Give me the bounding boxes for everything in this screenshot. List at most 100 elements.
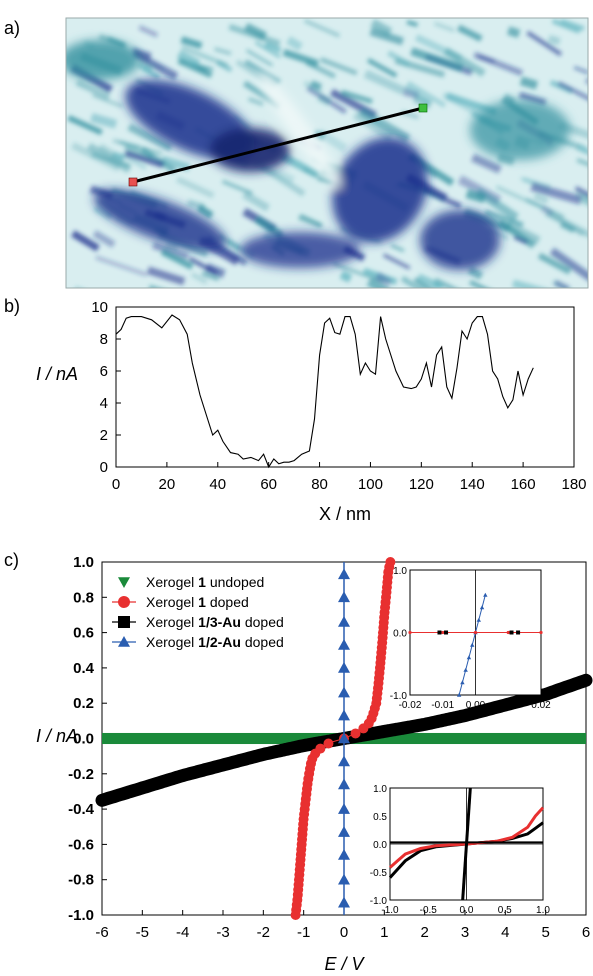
- texture-streak: [465, 189, 486, 204]
- texture-streak: [221, 179, 253, 196]
- texture-streak: [413, 277, 457, 288]
- inset-top-right: -0.02 -0.01 0.00 0.01 0.02 -1.0 0.0 1.0: [390, 566, 551, 711]
- profile-end-marker: [418, 103, 428, 113]
- panel-a-image: [65, 17, 589, 289]
- texture-streak: [244, 59, 282, 85]
- tick-group: -6 -5 -4 -3 -2 -1 0 1 2 3 4 5 6 -1.0 -0.8 -0.6 -0.4 -0.2 0…: [68, 554, 590, 941]
- y-tick-label: 0: [100, 459, 108, 476]
- texture-streak: [513, 235, 528, 245]
- image-dark-regions: [66, 40, 570, 270]
- texture-streak: [443, 47, 486, 77]
- legend-label: Xerogel 1/3-Au doped: [146, 614, 284, 630]
- dark-region: [210, 128, 290, 172]
- y-tick-label: 0.8: [73, 589, 94, 606]
- series-doped-point: [385, 557, 396, 567]
- x-tick-label: -3: [216, 924, 229, 941]
- texture-streak: [386, 50, 411, 68]
- texture-streak: [303, 18, 341, 38]
- dark-region: [66, 40, 140, 80]
- x-tick-label: -6: [95, 924, 108, 941]
- texture-streak: [264, 41, 282, 53]
- y-axis-title: I / nA: [36, 726, 78, 746]
- legend-label-post: doped: [206, 594, 249, 610]
- texture-streak: [406, 80, 447, 108]
- texture-streak: [176, 50, 201, 69]
- texture-streak: [369, 27, 404, 46]
- legend-marker: [118, 596, 130, 608]
- texture-streak: [214, 47, 232, 56]
- legend-label-bold: 1: [198, 594, 206, 610]
- series-1-2-au-point: [338, 638, 350, 650]
- x-tick-label: -5: [136, 924, 149, 941]
- inset-series-point: [509, 630, 514, 635]
- inset-x-tick-label: 0.01: [499, 700, 519, 711]
- inset-x-tick-label: 0.0: [460, 905, 474, 916]
- texture-streak: [165, 242, 179, 251]
- dark-region: [332, 137, 428, 243]
- texture-streak: [175, 176, 215, 199]
- inset-series-point: [479, 605, 485, 610]
- x-tick-label: 5: [541, 924, 549, 941]
- y-tick-label: 0.6: [73, 625, 94, 642]
- texture-streak: [127, 123, 173, 152]
- x-tick-label: 80: [311, 476, 328, 493]
- y-tick-label: 6: [100, 363, 108, 380]
- texture-streak: [573, 65, 588, 75]
- texture-streak: [504, 220, 541, 245]
- texture-streak: [204, 263, 226, 279]
- texture-streak: [67, 115, 103, 136]
- y-axis-title-text: I / nA: [36, 364, 78, 384]
- texture-streak: [75, 79, 111, 100]
- x-tick-label: 60: [260, 476, 277, 493]
- series-doped-point: [315, 743, 326, 754]
- texture-streak: [416, 273, 442, 288]
- series-line: [115, 314, 534, 469]
- texture-streak: [363, 69, 406, 95]
- texture-streak: [146, 266, 186, 286]
- y-tick-label: -0.8: [68, 872, 94, 889]
- inset-series-point: [437, 630, 442, 635]
- y-tick-label: 4: [100, 395, 108, 412]
- texture-streak: [370, 18, 393, 37]
- texture-streak: [95, 255, 148, 277]
- texture-streak: [112, 138, 140, 150]
- y-tick-label: 1.0: [73, 554, 94, 571]
- legend-label-pre: Xerogel: [146, 634, 198, 650]
- inset-x-tick-label: 0.00: [466, 700, 486, 711]
- image-border: [65, 17, 589, 289]
- texture-streak: [473, 51, 524, 76]
- inset-y-tick-label: -1.0: [370, 896, 388, 907]
- series-1-2-au-point: [338, 896, 350, 908]
- texture-streak: [511, 279, 564, 288]
- series-1-2-au-point: [338, 873, 350, 885]
- series-group: [95, 557, 593, 920]
- texture-streak: [98, 143, 117, 159]
- series-1-2-au-point: [338, 591, 350, 603]
- texture-streak: [136, 62, 154, 73]
- y-tick-label: 0.0: [73, 731, 94, 748]
- texture-streak: [317, 176, 332, 184]
- dark-region: [240, 232, 360, 268]
- legend-label-pre: Xerogel: [146, 614, 198, 630]
- texture-streak: [558, 121, 588, 146]
- texture-streak: [366, 277, 398, 288]
- texture-streak: [254, 215, 284, 239]
- x-tick-label: -1: [297, 924, 310, 941]
- texture-streak: [547, 34, 561, 46]
- texture-streak: [242, 190, 270, 212]
- panel-c-label: c): [4, 550, 19, 570]
- x-tick-label: 100: [358, 476, 383, 493]
- legend-label: Xerogel 1 doped: [146, 594, 249, 610]
- texture-streak: [91, 93, 124, 109]
- series-doped-point: [323, 738, 334, 749]
- inset-y-tick-label: 0.0: [373, 840, 387, 851]
- series-doped-point: [350, 728, 361, 739]
- inset-y-tick-label: 1.0: [393, 566, 407, 577]
- texture-streak: [160, 155, 191, 172]
- series-1-2-au-point: [338, 848, 350, 860]
- series-1-2-au-point: [338, 709, 350, 721]
- texture-streak: [124, 144, 154, 160]
- texture-streak: [244, 22, 268, 40]
- x-axis-title: E / V: [324, 954, 365, 974]
